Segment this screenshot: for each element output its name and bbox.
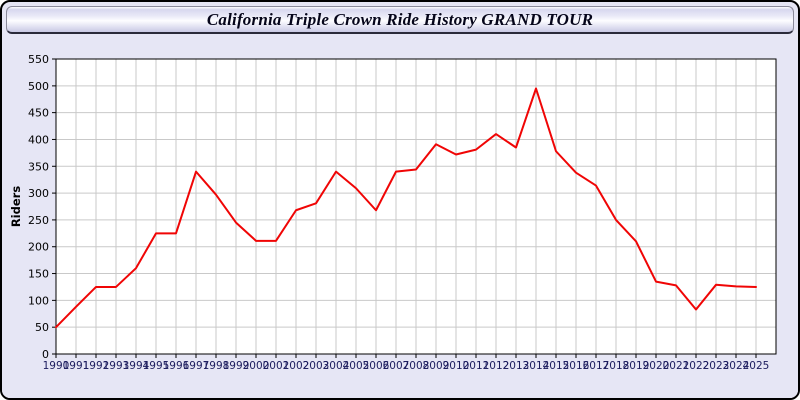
- svg-text:1992: 1992: [83, 360, 110, 372]
- svg-text:2005: 2005: [343, 360, 370, 372]
- svg-text:2009: 2009: [423, 360, 450, 372]
- tick-marks: [52, 58, 757, 358]
- svg-text:1996: 1996: [163, 360, 190, 372]
- svg-text:0: 0: [42, 348, 49, 361]
- svg-text:2003: 2003: [303, 360, 330, 372]
- chart-title-bar: California Triple Crown Ride History GRA…: [6, 6, 794, 34]
- gridlines: [56, 59, 776, 354]
- svg-text:2021: 2021: [663, 360, 690, 372]
- svg-text:500: 500: [28, 80, 49, 93]
- svg-text:450: 450: [28, 107, 49, 120]
- svg-text:2012: 2012: [483, 360, 510, 372]
- svg-text:1990: 1990: [43, 360, 70, 372]
- svg-text:2024: 2024: [723, 360, 750, 372]
- svg-text:2017: 2017: [583, 360, 610, 372]
- x-axis-labels: 1990199119921993199419951996199719981999…: [43, 360, 770, 372]
- svg-text:2019: 2019: [623, 360, 650, 372]
- svg-text:1999: 1999: [223, 360, 250, 372]
- svg-text:1997: 1997: [183, 360, 210, 372]
- svg-text:2008: 2008: [403, 360, 430, 372]
- svg-text:1994: 1994: [123, 360, 150, 372]
- riders-data-line: [55, 87, 757, 329]
- svg-text:50: 50: [35, 321, 49, 334]
- svg-text:1998: 1998: [203, 360, 230, 372]
- chart-title: California Triple Crown Ride History GRA…: [206, 10, 594, 29]
- svg-text:2022: 2022: [683, 360, 710, 372]
- svg-text:200: 200: [28, 241, 49, 254]
- svg-text:300: 300: [28, 187, 49, 200]
- svg-text:2018: 2018: [603, 360, 630, 372]
- svg-text:2020: 2020: [643, 360, 670, 372]
- chart-svg: 0501001502002503003504004505005501990199…: [9, 53, 777, 372]
- svg-text:1995: 1995: [143, 360, 170, 372]
- svg-text:400: 400: [28, 133, 49, 146]
- chart-region: 0 50 100 150 200 250 300 350 400 450 500 550 1990 199…: [2, 35, 798, 398]
- svg-text:2010: 2010: [443, 360, 470, 372]
- svg-text:1993: 1993: [103, 360, 130, 372]
- svg-text:2011: 2011: [463, 360, 490, 372]
- svg-text:250: 250: [28, 214, 49, 227]
- svg-text:2004: 2004: [323, 360, 350, 372]
- svg-text:2025: 2025: [743, 360, 770, 372]
- svg-text:2007: 2007: [383, 360, 410, 372]
- y-axis-labels: 0 50 100 150 200 250 300 350 400 450 500 550: [28, 53, 49, 361]
- svg-text:2016: 2016: [563, 360, 590, 372]
- svg-text:150: 150: [28, 268, 49, 281]
- svg-text:2002: 2002: [283, 360, 310, 372]
- svg-text:1991: 1991: [63, 360, 90, 372]
- svg-text:2001: 2001: [263, 360, 290, 372]
- svg-text:350: 350: [28, 160, 49, 173]
- svg-text:2000: 2000: [243, 360, 270, 372]
- svg-text:2006: 2006: [363, 360, 390, 372]
- svg-text:100: 100: [28, 294, 49, 307]
- y-axis-title: Riders: [9, 186, 23, 228]
- svg-text:2015: 2015: [543, 360, 570, 372]
- svg-text:2013: 2013: [503, 360, 530, 372]
- svg-text:2023: 2023: [703, 360, 730, 372]
- svg-text:2014: 2014: [523, 360, 550, 372]
- svg-text:550: 550: [28, 53, 49, 66]
